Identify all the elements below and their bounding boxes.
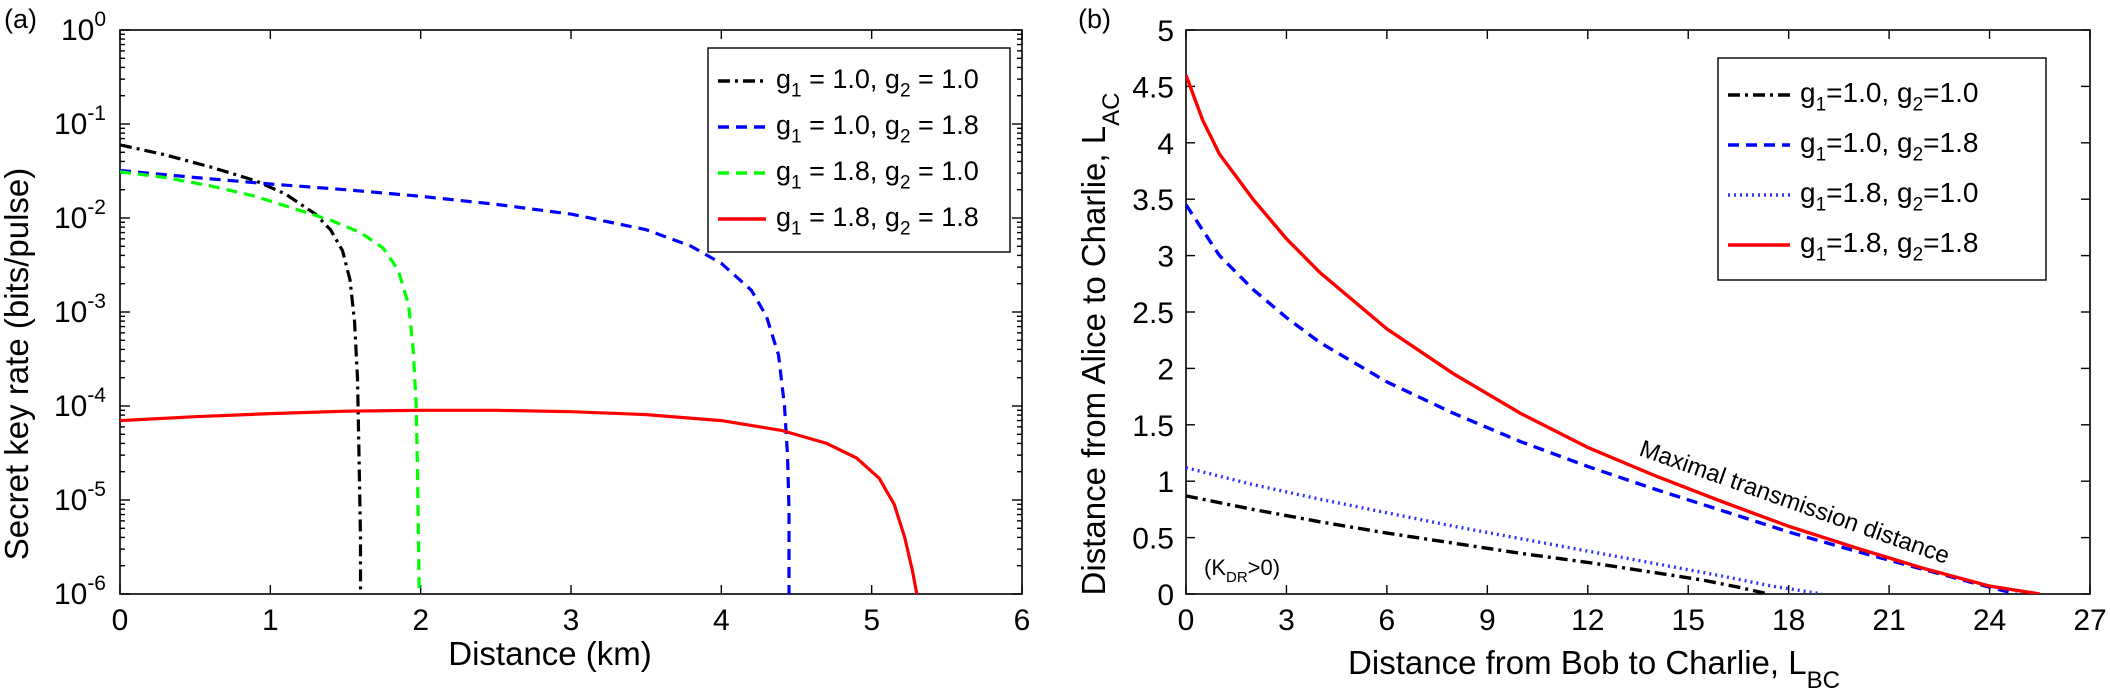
panel-b-label: (b)	[1078, 4, 1111, 34]
panel-a-legend-entry-3: g1 = 1.8, g2 = 1.0	[776, 156, 979, 194]
panel-a-legend-entry-4: g1 = 1.8, g2 = 1.8	[776, 202, 979, 240]
panel-a-x-tick-label-4: 4	[713, 604, 730, 637]
panel-b-y-tick-label-0: 0	[1157, 579, 1174, 612]
panel-b-x-tick-label-8: 24	[1973, 604, 2006, 637]
panel-a-y-tick-label-5: 10-1	[54, 102, 106, 141]
panel-b-y-tick-label-9: 4.5	[1132, 71, 1174, 104]
panel-b-legend-entry-1: g1=1.0, g2=1.0	[1800, 77, 1978, 116]
panel-b-x-tick-label-7: 21	[1872, 604, 1905, 637]
panel-b-y-tick-label-10: 5	[1157, 15, 1174, 48]
panel-a-x-tick-label-3: 3	[563, 604, 580, 637]
panel-b-y-tick-label-8: 4	[1157, 128, 1174, 161]
panel-b-y-tick-label-6: 3	[1157, 241, 1174, 274]
panel-b-legend-entry-3: g1=1.8, g2=1.0	[1800, 177, 1978, 216]
panel-b-x-tick-label-6: 18	[1772, 604, 1805, 637]
panel-a-legend-entry-2: g1 = 1.0, g2 = 1.8	[776, 110, 979, 148]
panel-b-series-2-line	[1186, 203, 2017, 594]
panel-b-x-tick-label-0: 0	[1178, 604, 1195, 637]
panel-a-series-4-line	[120, 408, 919, 594]
panel-a-y-tick-label-6: 100	[61, 8, 106, 47]
panel-b-series-4-line	[1186, 74, 2041, 594]
panel-a-y-tick-label-3: 10-3	[54, 290, 106, 329]
panel-a-x-tick-label-1: 1	[262, 604, 279, 637]
panel-b-plot-area: 0 3 6 9 12 15 18 21 24 27 0 0.5 1 1.5 2 2.5 3 3.5 4 4.5 5 g1=…	[1132, 15, 2106, 637]
panel-a-series-1-line	[120, 143, 363, 594]
panel-a-y-tick-label-2: 10-4	[54, 384, 106, 423]
panel-a-y-axis-label: Secret key rate (bits/pulse)	[0, 168, 35, 561]
panel-b: (b) 0 3 6 9 12 15 18 21 24 27 0 0.5 1 1.5 2 2.5 3 3.5 4 4.5…	[1075, 4, 2107, 694]
panel-a-y-tick-label-1: 10-5	[54, 478, 106, 517]
panel-a-y-tick-label-4: 10-2	[54, 196, 106, 235]
maximal-transmission-distance-annotation: Maximal transmission distance	[1636, 435, 1953, 570]
panel-b-x-axis-label: Distance from Bob to Charlie, LBC	[1348, 644, 1840, 694]
panel-a-y-tick-label-0: 10-6	[54, 572, 106, 611]
panel-a-plot-area: 0 1 2 3 4 5 6 10-6 10-5 10-4 10-3 10-2 10-1 100 g1 = 1…	[54, 8, 1030, 637]
panel-a-legend-entry-1: g1 = 1.0, g2 = 1.0	[776, 64, 979, 102]
panel-b-legend-entry-4: g1=1.8, g2=1.8	[1800, 227, 1978, 266]
panel-b-legend-entry-2: g1=1.0, g2=1.8	[1800, 127, 1978, 166]
panel-a-series-2-line	[120, 168, 791, 594]
panel-b-x-tick-label-9: 27	[2073, 604, 2106, 637]
panel-b-series-3-line	[1186, 466, 1823, 594]
kdr-region-annotation: (KDR>0)	[1204, 555, 1280, 586]
panel-b-x-tick-label-3: 9	[1479, 604, 1496, 637]
panel-b-x-tick-label-4: 12	[1571, 604, 1604, 637]
panel-b-y-tick-label-3: 1.5	[1132, 410, 1174, 443]
panel-a-legend-box	[707, 47, 1011, 253]
panel-a-series-3-line	[120, 170, 421, 594]
panel-a-x-tick-label-2: 2	[412, 604, 429, 637]
panel-a-x-tick-label-5: 5	[863, 604, 880, 637]
panel-a-label: (a)	[4, 4, 37, 34]
panel-a-x-axis-label: Distance (km)	[448, 635, 652, 672]
panel-b-x-tick-label-2: 6	[1379, 604, 1396, 637]
panel-b-y-tick-label-2: 1	[1157, 466, 1174, 499]
panel-a: (a) 0 1 2 3 4 5 6 10-6 10-5 10-4 10-3 10-2 10-1 100 g1…	[0, 4, 1030, 672]
panel-a-x-tick-label-0: 0	[112, 604, 129, 637]
panel-b-y-axis-label: Distance from Alice to Charlie, LAC	[1075, 93, 1125, 596]
panel-b-x-tick-label-5: 15	[1672, 604, 1705, 637]
panel-b-y-tick-label-1: 0.5	[1132, 523, 1174, 556]
panel-a-x-tick-label-6: 6	[1014, 604, 1031, 637]
panel-b-y-tick-label-4: 2	[1157, 353, 1174, 386]
panel-b-y-tick-label-7: 3.5	[1132, 184, 1174, 217]
panel-b-x-tick-label-1: 3	[1278, 604, 1295, 637]
panel-b-y-tick-label-5: 2.5	[1132, 297, 1174, 330]
